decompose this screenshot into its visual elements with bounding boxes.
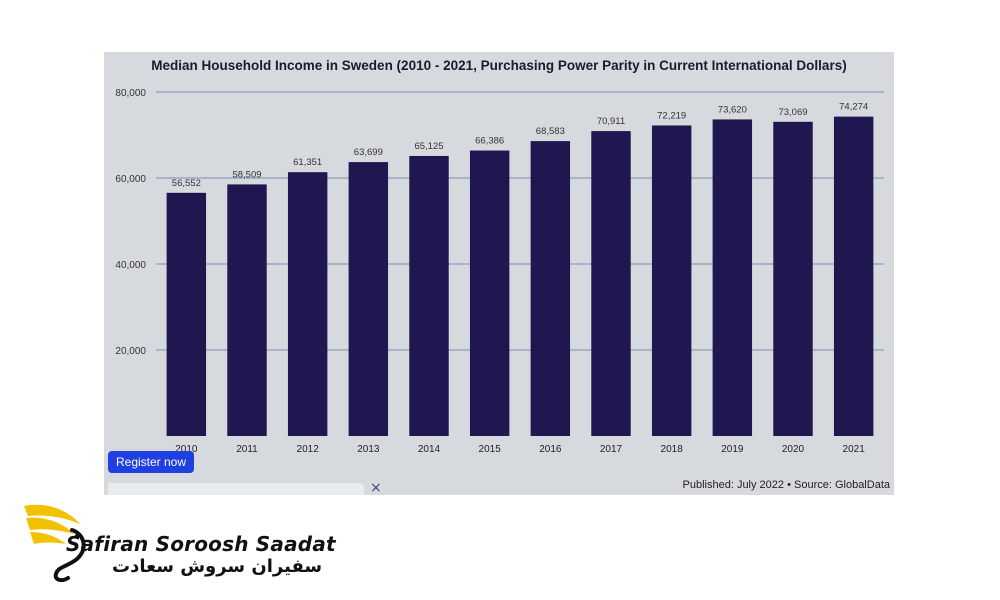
bar-2019	[712, 119, 753, 437]
bar-2020	[773, 121, 813, 437]
bar-2010	[166, 192, 207, 436]
data-label: 73,069	[778, 107, 807, 118]
y-tick-label: 40,000	[115, 260, 146, 271]
x-tick-label: 2016	[539, 444, 562, 455]
x-tick-label: 2021	[843, 444, 866, 455]
bar-2018	[651, 125, 692, 436]
data-label: 72,219	[657, 110, 686, 121]
data-label: 65,125	[414, 141, 443, 152]
x-tick-label: 2019	[721, 444, 744, 455]
y-tick-label: 60,000	[115, 174, 146, 185]
data-label: 73,620	[718, 104, 747, 115]
bird-logo-icon	[24, 504, 86, 582]
data-label: 74,274	[839, 102, 868, 113]
source-note: Published: July 2022 • Source: GlobalDat…	[682, 479, 890, 491]
x-tick-label: 2017	[600, 444, 623, 455]
brand-name-persian: سفیران سروش سعادت	[112, 556, 323, 577]
x-tick-label: 2013	[357, 444, 380, 455]
data-label: 61,351	[293, 157, 322, 168]
y-tick-label: 80,000	[115, 88, 146, 99]
chart-title: Median Household Income in Sweden (2010 …	[151, 58, 847, 73]
bar-2021	[833, 116, 874, 437]
bar-2014	[409, 155, 449, 436]
x-tick-label: 2011	[236, 444, 258, 455]
brand-name-latin: Safiran Soroosh Saadat	[66, 532, 336, 556]
close-icon[interactable]: ×	[370, 480, 382, 495]
x-tick-label: 2020	[782, 444, 805, 455]
data-label: 66,386	[475, 136, 504, 147]
x-tick-label: 2015	[479, 444, 502, 455]
x-tick-label: 2014	[418, 444, 441, 455]
bar-2012	[287, 172, 328, 436]
bar-2011	[227, 184, 267, 436]
y-tick-label: 20,000	[115, 346, 146, 357]
data-label: 68,583	[536, 126, 565, 137]
popup-strip	[108, 483, 364, 495]
brand-logo: Safiran Soroosh Saadat سفیران سروش سعادت	[22, 500, 336, 590]
chart-panel: 20,000 40,000 60,000 80,000 56,552 2010 58,509…	[104, 52, 894, 495]
x-tick-label: 2012	[297, 444, 320, 455]
bar-2016	[530, 141, 571, 436]
bar-chart: 20,000 40,000 60,000 80,000 56,552 2010 58,509…	[115, 88, 884, 455]
x-tick-label: 2018	[661, 444, 684, 455]
bar-2013	[348, 162, 389, 436]
data-label: 56,552	[172, 178, 201, 189]
x-tick-label: 2010	[175, 444, 198, 455]
data-label: 58,509	[232, 169, 261, 180]
bar-2017	[591, 131, 631, 436]
bar-2015	[469, 150, 510, 436]
data-label: 63,699	[354, 147, 383, 158]
register-now-button[interactable]: Register now	[108, 451, 194, 473]
data-label: 70,911	[597, 116, 625, 127]
